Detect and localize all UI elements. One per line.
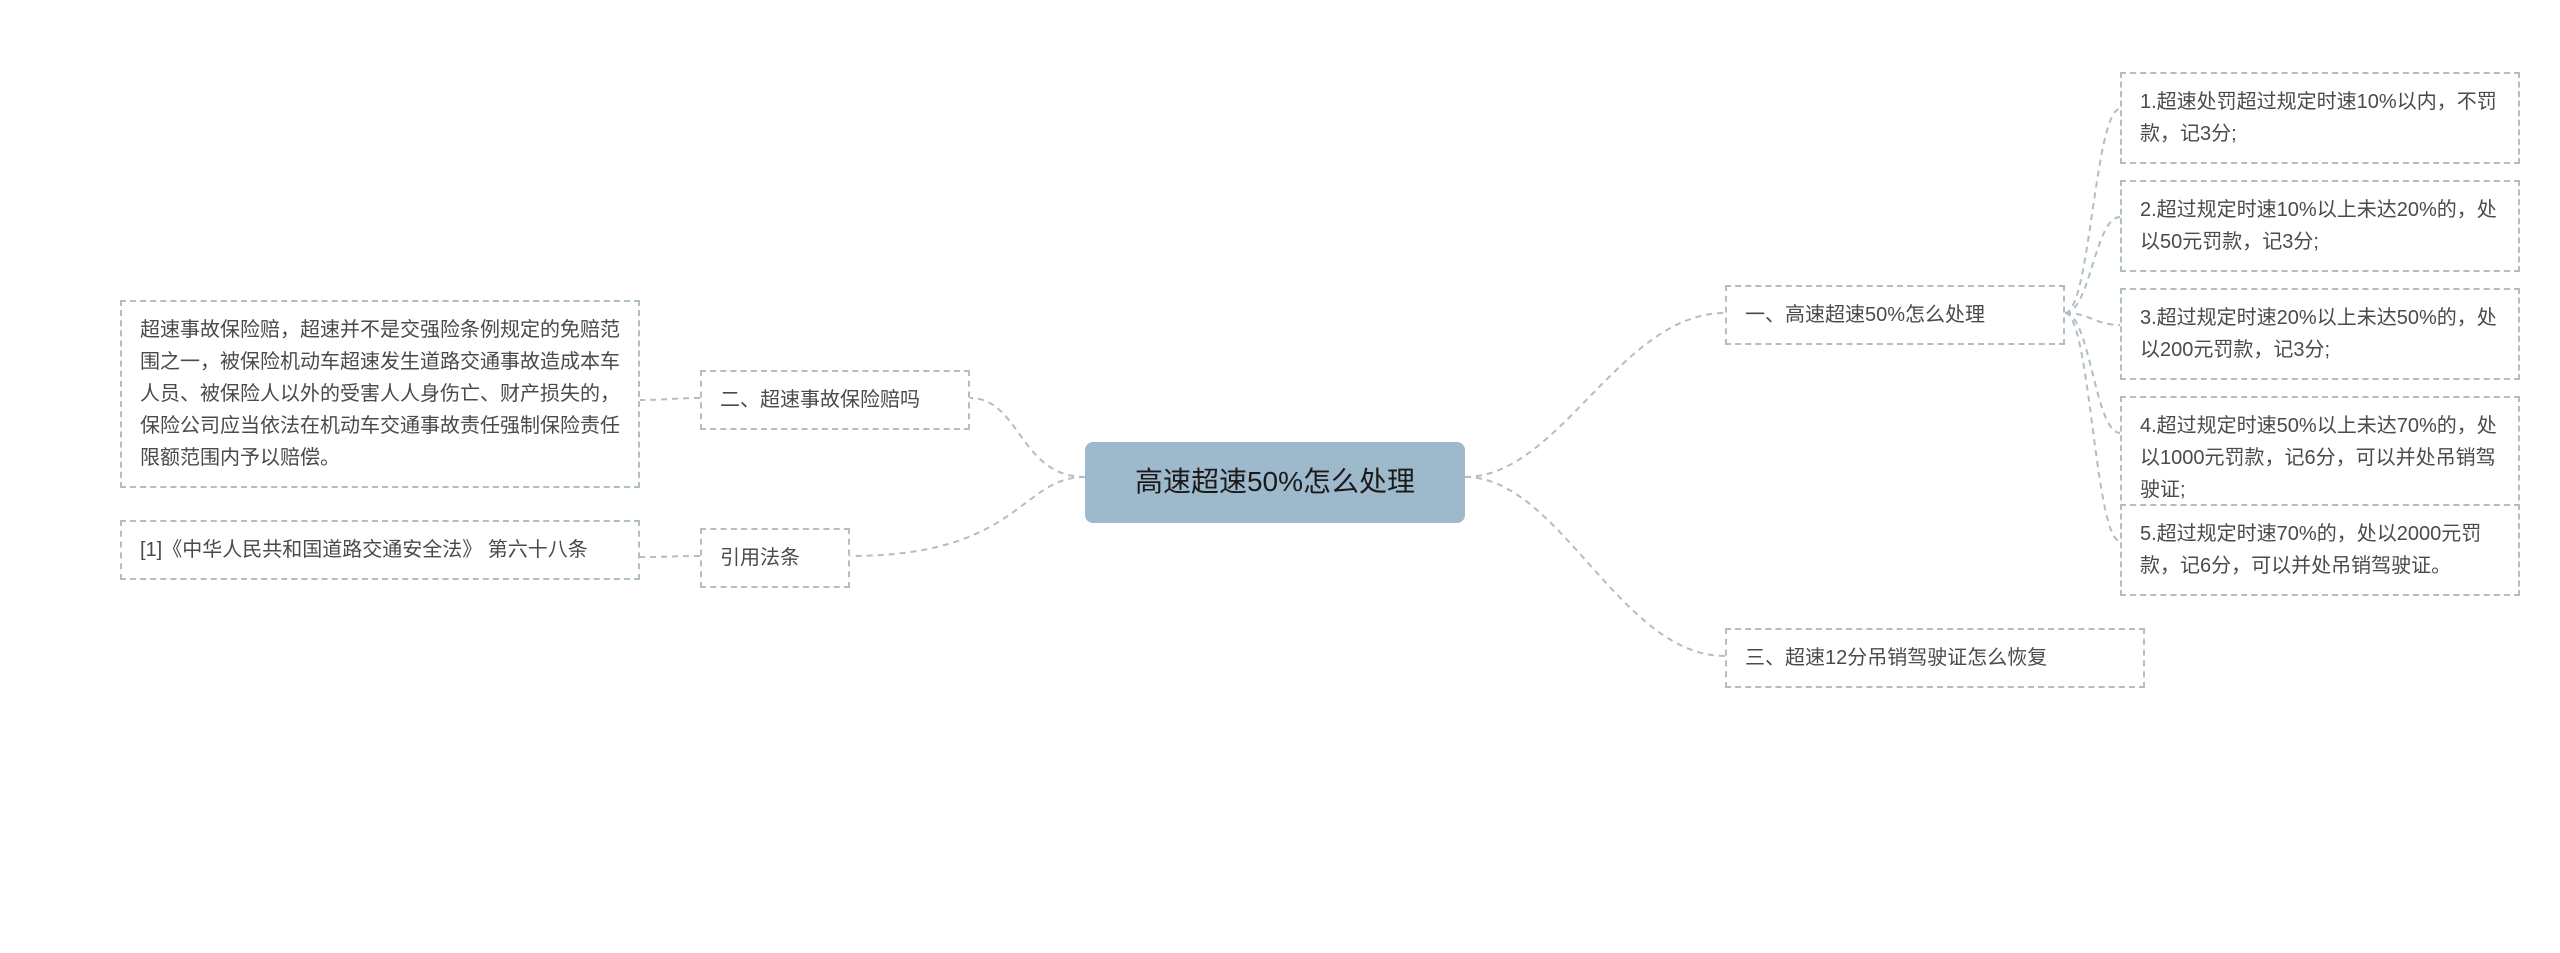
leaf-l1-c0-label: [1]《中华人民共和国道路交通安全法》 第六十八条 — [140, 539, 588, 561]
leaf-r0-c2-label: 3.超过规定时速20%以上未达50%的，处以200元罚款，记3分; — [2140, 307, 2497, 361]
leaf-r0-c1-label: 2.超过规定时速10%以上未达20%的，处以50元罚款，记3分; — [2140, 199, 2497, 253]
conn-l0-c0 — [640, 398, 700, 400]
branch-left-1-label: 引用法条 — [720, 547, 800, 569]
conn-r0-c4 — [2065, 313, 2120, 541]
leaf-r0-c3: 4.超过规定时速50%以上未达70%的，处以1000元罚款，记6分，可以并处吊销… — [2120, 396, 2520, 520]
leaf-l0-c0: 超速事故保险赔，超速并不是交强险条例规定的免赔范围之一，被保险机动车超速发生道路… — [120, 300, 640, 488]
leaf-r0-c2: 3.超过规定时速20%以上未达50%的，处以200元罚款，记3分; — [2120, 288, 2520, 380]
branch-right-1-label: 三、超速12分吊销驾驶证怎么恢复 — [1745, 647, 2047, 669]
conn-root-l1 — [850, 477, 1085, 556]
leaf-r0-c3-label: 4.超过规定时速50%以上未达70%的，处以1000元罚款，记6分，可以并处吊销… — [2140, 415, 2497, 501]
branch-right-0-label: 一、高速超速50%怎么处理 — [1745, 304, 1985, 326]
branch-left-1: 引用法条 — [700, 528, 850, 588]
branch-left-0-label: 二、超速事故保险赔吗 — [720, 389, 920, 411]
conn-root-l0 — [970, 398, 1085, 477]
conn-r0-c1 — [2065, 217, 2120, 313]
leaf-l0-c0-label: 超速事故保险赔，超速并不是交强险条例规定的免赔范围之一，被保险机动车超速发生道路… — [140, 319, 620, 469]
root-label: 高速超速50%怎么处理 — [1135, 466, 1415, 497]
conn-r0-c2 — [2065, 313, 2120, 325]
conn-r0-c0 — [2065, 109, 2120, 313]
leaf-l1-c0: [1]《中华人民共和国道路交通安全法》 第六十八条 — [120, 520, 640, 580]
leaf-r0-c0-label: 1.超速处罚超过规定时速10%以内，不罚款，记3分; — [2140, 91, 2497, 145]
conn-root-r1 — [1465, 477, 1725, 656]
conn-l1-c0 — [640, 556, 700, 557]
leaf-r0-c4: 5.超过规定时速70%的，处以2000元罚款，记6分，可以并处吊销驾驶证。 — [2120, 504, 2520, 596]
conn-root-r0 — [1465, 313, 1725, 477]
branch-right-1: 三、超速12分吊销驾驶证怎么恢复 — [1725, 628, 2145, 688]
leaf-r0-c1: 2.超过规定时速10%以上未达20%的，处以50元罚款，记3分; — [2120, 180, 2520, 272]
leaf-r0-c0: 1.超速处罚超过规定时速10%以内，不罚款，记3分; — [2120, 72, 2520, 164]
leaf-r0-c4-label: 5.超过规定时速70%的，处以2000元罚款，记6分，可以并处吊销驾驶证。 — [2140, 523, 2481, 577]
branch-right-0: 一、高速超速50%怎么处理 — [1725, 285, 2065, 345]
branch-left-0: 二、超速事故保险赔吗 — [700, 370, 970, 430]
conn-r0-c3 — [2065, 313, 2120, 433]
root-node: 高速超速50%怎么处理 — [1085, 442, 1465, 523]
